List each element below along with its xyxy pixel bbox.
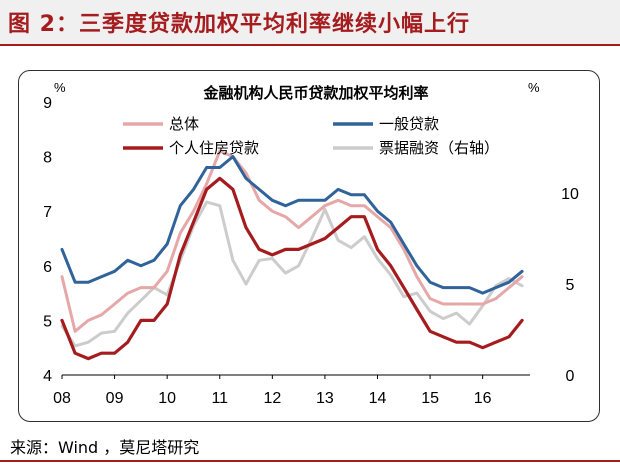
- x-tick-label: 15: [421, 390, 439, 407]
- footer-rule: [0, 460, 620, 462]
- x-tick-label: 09: [106, 390, 124, 407]
- y-left-tick-label: 9: [43, 95, 52, 112]
- figure-header: 图 2：三季度贷款加权平均利率继续小幅上行: [0, 0, 620, 46]
- y-right-tick-label: 10: [561, 186, 579, 203]
- y-left-tick-label: 6: [43, 259, 52, 276]
- legend-label-general-loans: 一般贷款: [379, 115, 439, 133]
- x-tick-label: 10: [158, 390, 176, 407]
- source-note: 来源：Wind ，莫尼塔研究: [10, 438, 200, 457]
- y-left-tick-label: 8: [43, 150, 52, 167]
- x-tick-label: 16: [474, 390, 492, 407]
- x-tick-label: 13: [316, 390, 334, 407]
- y-left-tick-label: 5: [43, 313, 52, 330]
- series-line-personal-housing: [60, 176, 524, 361]
- series-line-general-loans: [60, 155, 524, 295]
- legend-label-personal-housing: 个人住房贷款: [169, 139, 259, 157]
- y-left-tick-label: 4: [43, 368, 52, 385]
- legend-label-bills: 票据融资（右轴）: [379, 139, 499, 157]
- figure-title: 图 2：三季度贷款加权平均利率继续小幅上行: [8, 12, 470, 37]
- x-tick-label: 08: [53, 390, 71, 407]
- x-tick-label: 14: [369, 390, 387, 407]
- series-line-bills: [60, 200, 524, 348]
- right-axis-unit: %: [528, 80, 540, 95]
- left-axis-unit: %: [54, 80, 66, 95]
- x-tick-label: 12: [263, 390, 281, 407]
- x-tick-label: 11: [211, 390, 228, 407]
- y-right-tick-label: 0: [566, 368, 575, 385]
- series-line-total: [60, 149, 524, 333]
- chart-box: [18, 70, 600, 422]
- y-right-tick-label: 5: [566, 277, 575, 294]
- y-left-tick-label: 7: [43, 204, 52, 221]
- chart-title: 金融机构人民币贷款加权平均利率: [202, 84, 428, 102]
- legend-label-total: 总体: [169, 115, 199, 133]
